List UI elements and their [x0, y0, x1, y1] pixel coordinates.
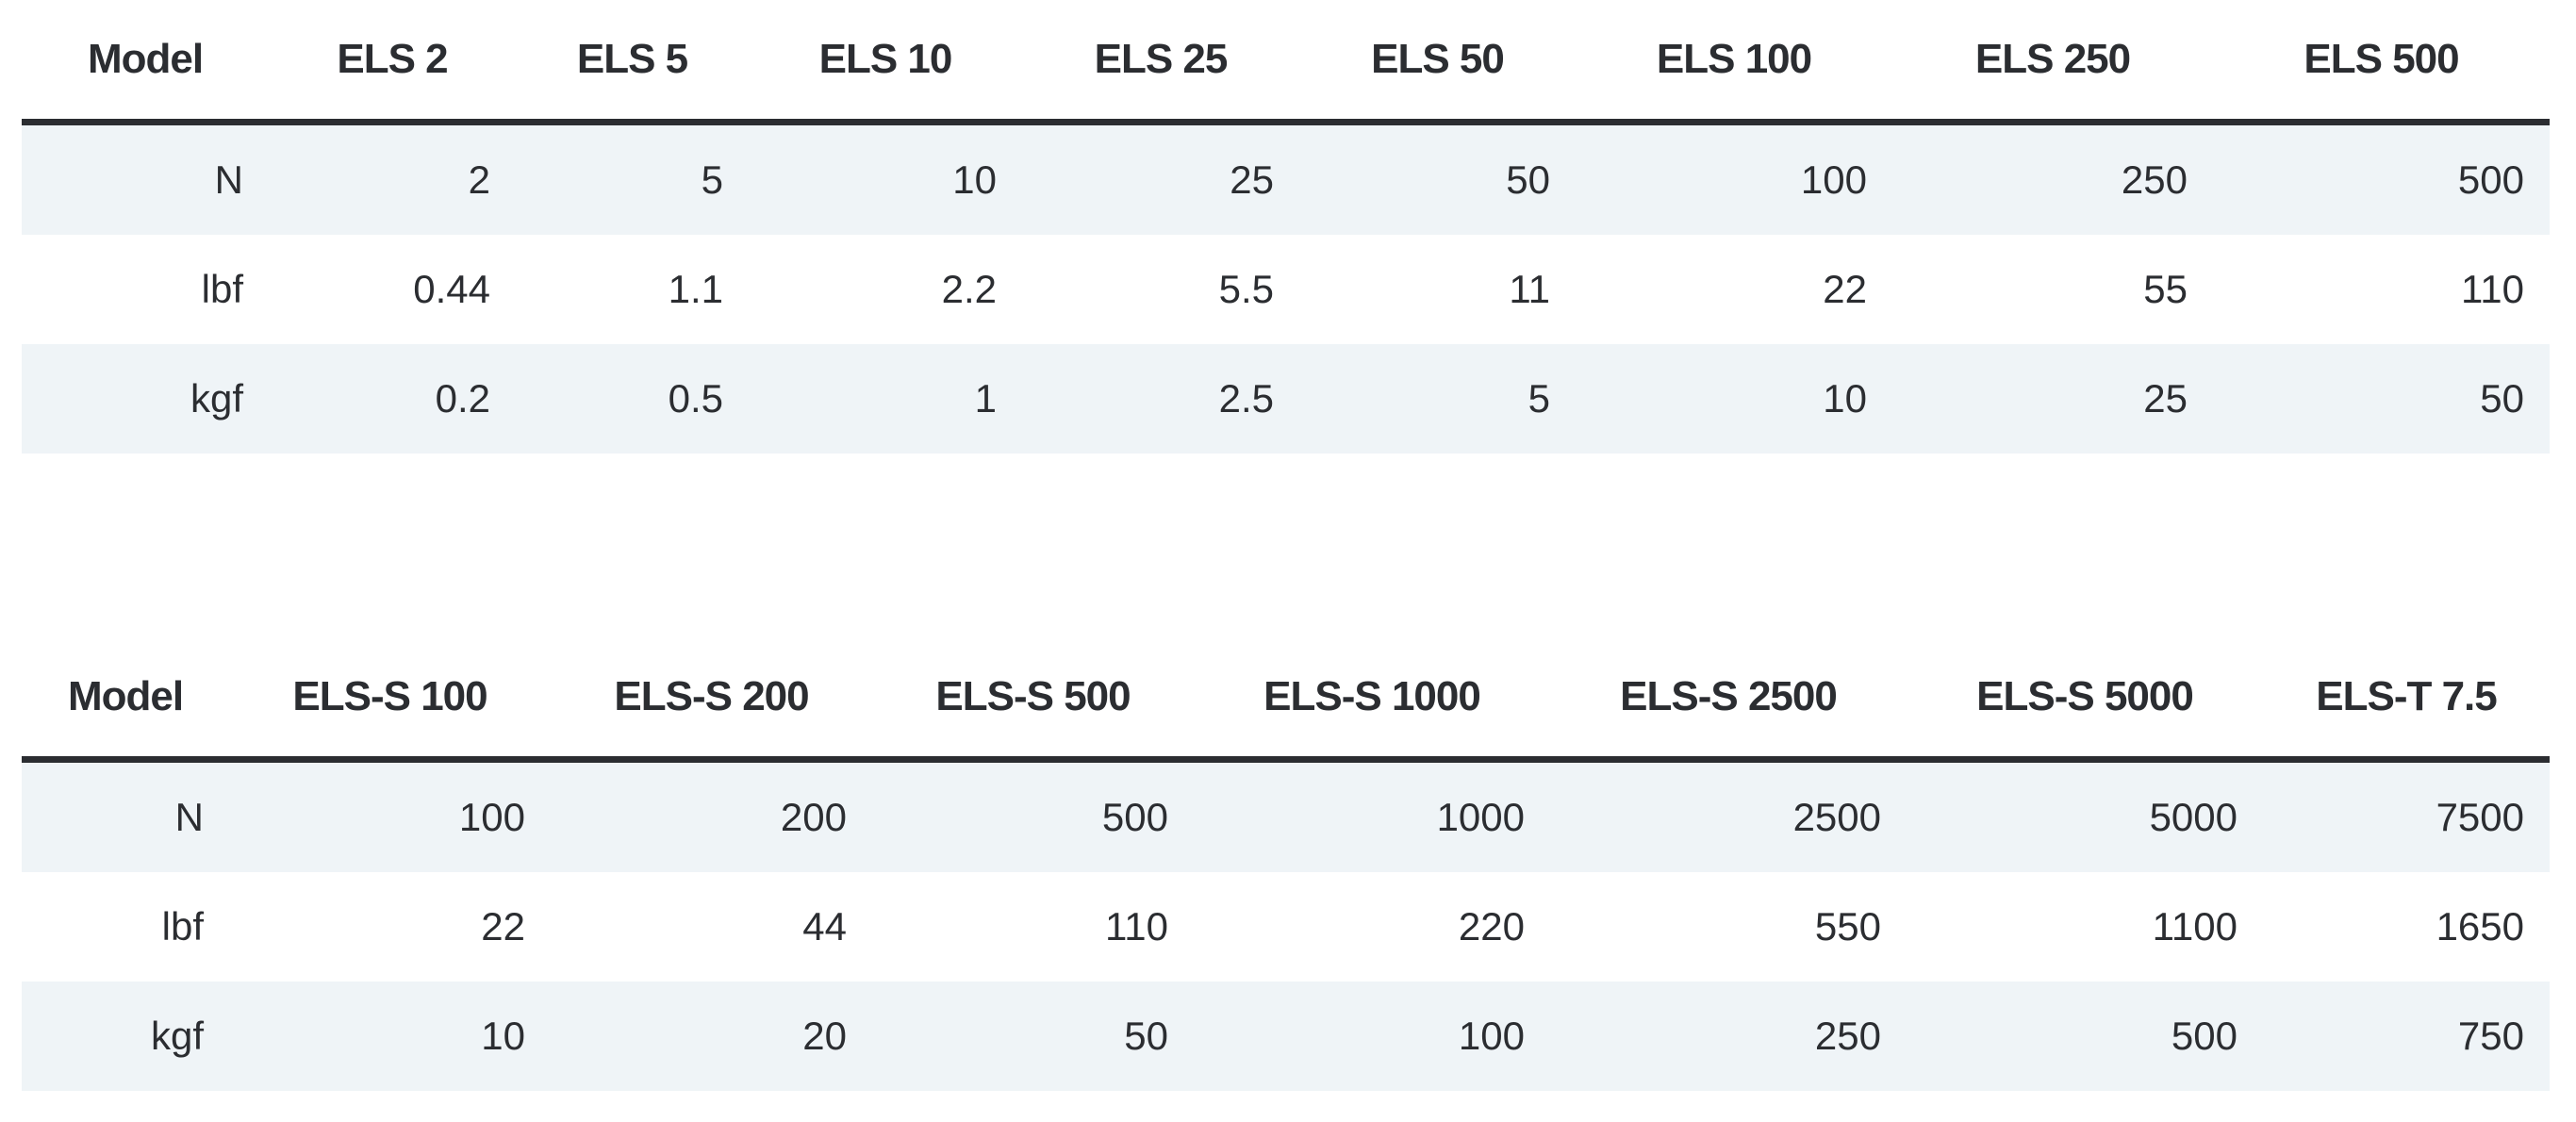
- row-unit-label: kgf: [22, 344, 269, 454]
- row-unit-label: N: [22, 122, 269, 235]
- column-header: Model: [22, 0, 269, 125]
- table-cell: 1100: [1907, 872, 2263, 982]
- table-cell: 100: [1576, 122, 1892, 235]
- table-cell: 2.5: [1022, 344, 1299, 454]
- column-header: ELS-S 500: [872, 637, 1194, 763]
- table-cell: 220: [1194, 872, 1550, 982]
- column-header: ELS 10: [749, 0, 1022, 125]
- table-cell: 0.44: [269, 235, 516, 344]
- table-row-kgf: kgf 10 20 50 100 250 500 750: [22, 982, 2550, 1091]
- row-unit-label: kgf: [22, 982, 229, 1091]
- table-cell: 200: [551, 759, 872, 872]
- table-cell: 100: [229, 759, 551, 872]
- table-cell: 5000: [1907, 759, 2263, 872]
- table-cell: 100: [1194, 982, 1550, 1091]
- table-cell: 10: [1576, 344, 1892, 454]
- table-cell: 50: [1299, 122, 1576, 235]
- row-unit-label: lbf: [22, 872, 229, 982]
- column-header: ELS-S 1000: [1194, 637, 1550, 763]
- table-cell: 50: [872, 982, 1194, 1091]
- table-cell: 11: [1299, 235, 1576, 344]
- table-cell: 1.1: [516, 235, 749, 344]
- table-cell: 5.5: [1022, 235, 1299, 344]
- table-cell: 25: [1892, 344, 2213, 454]
- table-cell: 25: [1022, 122, 1299, 235]
- column-header: ELS-T 7.5: [2263, 637, 2550, 763]
- column-header: ELS 250: [1892, 0, 2213, 125]
- table-cell: 44: [551, 872, 872, 982]
- table-cell: 5: [516, 122, 749, 235]
- table-cell: 1000: [1194, 759, 1550, 872]
- table-cell: 110: [872, 872, 1194, 982]
- column-header: ELS 5: [516, 0, 749, 125]
- header-row: Model ELS 2 ELS 5 ELS 10 ELS 25 ELS 50 E…: [22, 0, 2550, 125]
- table-cell: 22: [229, 872, 551, 982]
- table-cell: 22: [1576, 235, 1892, 344]
- column-header: Model: [22, 637, 229, 763]
- column-header: ELS-S 200: [551, 637, 872, 763]
- table-cell: 10: [749, 122, 1022, 235]
- table-cell: 55: [1892, 235, 2213, 344]
- table-row-lbf: lbf 22 44 110 220 550 1100 1650: [22, 872, 2550, 982]
- table-cell: 50: [2213, 344, 2550, 454]
- table-cell: 2.2: [749, 235, 1022, 344]
- column-header: ELS-S 100: [229, 637, 551, 763]
- column-header: ELS 50: [1299, 0, 1576, 125]
- table-cell: 10: [229, 982, 551, 1091]
- table-cell: 20: [551, 982, 872, 1091]
- table-cell: 500: [872, 759, 1194, 872]
- table-row-newtons: N 2 5 10 25 50 100 250 500: [22, 122, 2550, 235]
- table-cell: 750: [2263, 982, 2550, 1091]
- table-cell: 550: [1550, 872, 1907, 982]
- row-unit-label: lbf: [22, 235, 269, 344]
- table-row-kgf: kgf 0.2 0.5 1 2.5 5 10 25 50: [22, 344, 2550, 454]
- column-header: ELS 100: [1576, 0, 1892, 125]
- table-cell: 1: [749, 344, 1022, 454]
- table-cell: 2500: [1550, 759, 1907, 872]
- table-cell: 500: [1907, 982, 2263, 1091]
- column-header: ELS-S 5000: [1907, 637, 2263, 763]
- force-capacity-table-els: Model ELS 2 ELS 5 ELS 10 ELS 25 ELS 50 E…: [22, 0, 2550, 454]
- force-capacity-table-els-s: Model ELS-S 100 ELS-S 200 ELS-S 500 ELS-…: [22, 637, 2550, 1091]
- table-cell: 0.5: [516, 344, 749, 454]
- header-row: Model ELS-S 100 ELS-S 200 ELS-S 500 ELS-…: [22, 637, 2550, 763]
- table-cell: 7500: [2263, 759, 2550, 872]
- column-header: ELS 2: [269, 0, 516, 125]
- row-unit-label: N: [22, 759, 229, 872]
- table-cell: 1650: [2263, 872, 2550, 982]
- table-cell: 0.2: [269, 344, 516, 454]
- table-cell: 5: [1299, 344, 1576, 454]
- column-header: ELS-S 2500: [1550, 637, 1907, 763]
- column-header: ELS 25: [1022, 0, 1299, 125]
- table-row-lbf: lbf 0.44 1.1 2.2 5.5 11 22 55 110: [22, 235, 2550, 344]
- table-cell: 2: [269, 122, 516, 235]
- column-header: ELS 500: [2213, 0, 2550, 125]
- table-cell: 500: [2213, 122, 2550, 235]
- table-cell: 250: [1550, 982, 1907, 1091]
- table-cell: 250: [1892, 122, 2213, 235]
- table-row-newtons: N 100 200 500 1000 2500 5000 7500: [22, 759, 2550, 872]
- table-cell: 110: [2213, 235, 2550, 344]
